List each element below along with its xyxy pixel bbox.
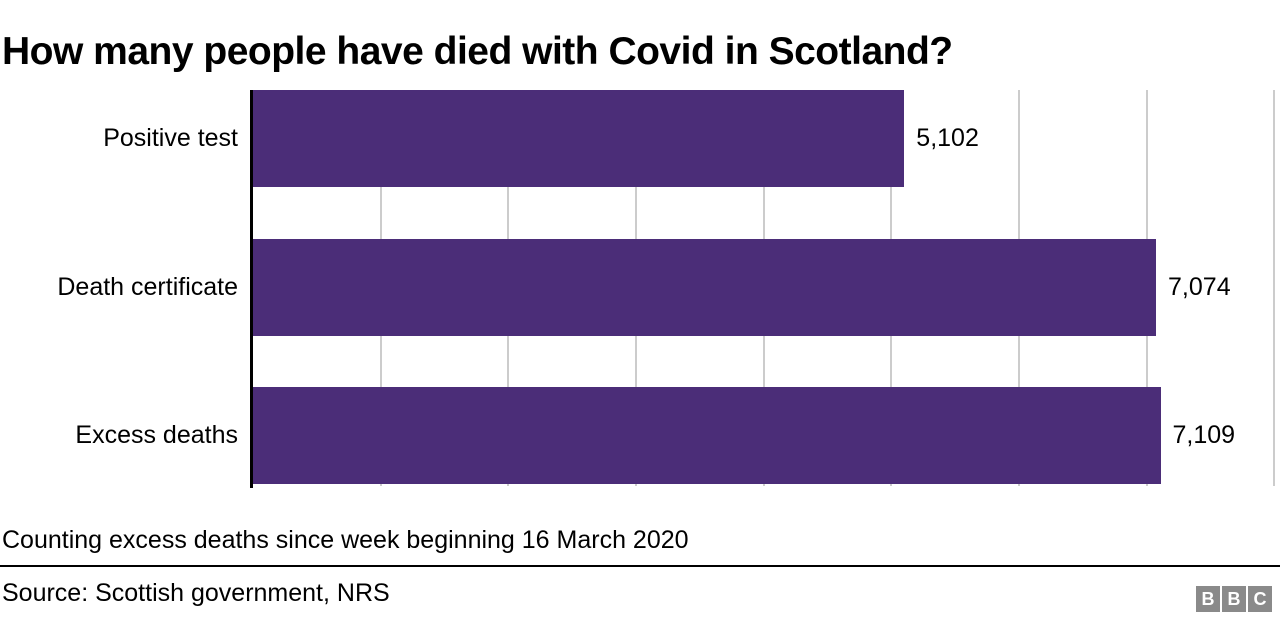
- category-label: Death certificate: [57, 273, 238, 301]
- gridline: [1273, 90, 1276, 486]
- category-label: Excess deaths: [75, 421, 238, 449]
- value-label: 7,109: [1172, 421, 1236, 449]
- footnote: Counting excess deaths since week beginn…: [2, 526, 689, 554]
- value-label: 7,074: [1168, 273, 1231, 301]
- bar-excess-deaths: [253, 387, 1161, 484]
- bbc-logo: B B C: [1196, 586, 1272, 612]
- source-line: Source: Scottish government, NRS: [2, 579, 390, 607]
- bar-row-death-certificate: Death certificate 7,074: [0, 239, 1280, 336]
- bar-positive-test: [253, 90, 905, 187]
- bbc-logo-letter: C: [1248, 586, 1272, 612]
- y-axis-line: [250, 90, 253, 488]
- category-label: Positive test: [103, 124, 238, 152]
- bbc-logo-letter: B: [1222, 586, 1246, 612]
- divider-line: [0, 565, 1280, 567]
- bbc-logo-letter: B: [1196, 586, 1220, 612]
- page-title: How many people have died with Covid in …: [2, 30, 953, 74]
- value-label: 5,102: [916, 124, 979, 152]
- bar-row-excess-deaths: Excess deaths 7,109: [0, 387, 1280, 484]
- bar-row-positive-test: Positive test 5,102: [0, 90, 1280, 187]
- bar-death-certificate: [253, 239, 1157, 336]
